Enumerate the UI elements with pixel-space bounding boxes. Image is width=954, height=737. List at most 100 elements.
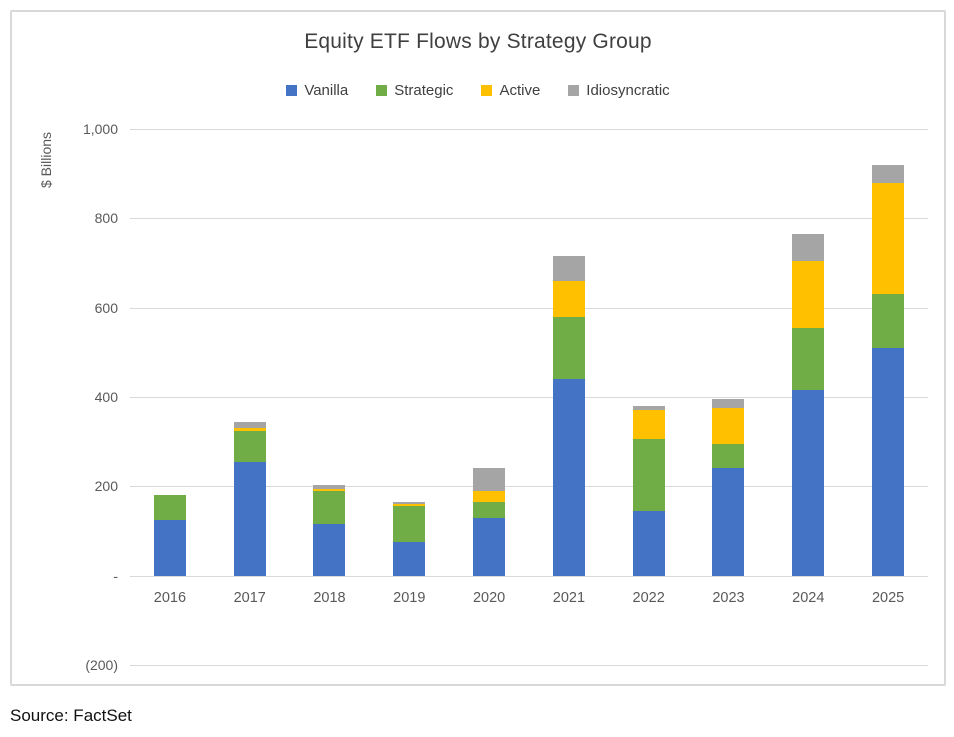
bar-slot-2020 [449, 129, 529, 576]
bar-segment-vanilla-2016 [153, 519, 186, 576]
bar-segment-strategic-2025 [872, 294, 905, 348]
bar-segment-active-2017 [233, 428, 266, 431]
bar-segment-strategic-2016 [153, 495, 186, 520]
y-tick-label: 600 [94, 299, 118, 316]
x-label-2020: 2020 [472, 589, 506, 606]
bar-stack-2021 [552, 256, 585, 576]
bar-slot-2016 [130, 129, 210, 576]
legend-item-strategic: Strategic [376, 82, 453, 99]
bar-segment-vanilla-2020 [473, 517, 506, 576]
source-note: Source: FactSet [10, 706, 132, 725]
gridline-200 [130, 486, 928, 488]
bar-segment-vanilla-2023 [712, 468, 745, 576]
bar-stack-2025 [872, 164, 905, 576]
legend-label: Strategic [394, 82, 454, 99]
legend-swatch-icon [568, 85, 580, 96]
x-label-2019: 2019 [393, 589, 426, 606]
bar-slot-2024 [768, 129, 848, 576]
legend-label: Active [499, 82, 541, 99]
bar-segment-strategic-2024 [792, 327, 825, 391]
bar-segment-idiosyncratic-2019 [393, 502, 426, 505]
bar-segment-active-2021 [552, 280, 585, 317]
bars-layer [130, 129, 928, 576]
bar-segment-vanilla-2018 [313, 524, 346, 576]
bar-segment-active-2023 [712, 408, 745, 444]
y-tick-label: 200 [94, 478, 118, 495]
chart-legend: Vanilla Strategic Active Idiosyncratic [12, 82, 944, 99]
bar-segment-vanilla-2024 [792, 390, 825, 576]
bar-slot-2017 [210, 129, 290, 576]
bar-segment-vanilla-2019 [393, 542, 426, 576]
bar-segment-strategic-2023 [712, 443, 745, 469]
legend-item-vanilla: Vanilla [286, 82, 348, 99]
bar-slot-2019 [369, 129, 449, 576]
bar-segment-active-2025 [872, 182, 905, 295]
bar-segment-vanilla-2017 [233, 461, 266, 576]
y-axis-title-text: $ Billions [38, 131, 54, 189]
bar-segment-idiosyncratic-2021 [552, 256, 585, 281]
bar-segment-idiosyncratic-2022 [632, 405, 665, 411]
bar-stack-2022 [632, 405, 665, 576]
bar-slot-2023 [689, 129, 769, 576]
bar-segment-idiosyncratic-2025 [872, 164, 905, 183]
bar-segment-strategic-2021 [552, 316, 585, 380]
x-label-2023: 2023 [712, 589, 745, 606]
bar-slot-2022 [609, 129, 689, 576]
x-label-2025: 2025 [871, 589, 905, 606]
gridline-800 [130, 218, 928, 220]
gridline-600 [130, 307, 928, 309]
bar-segment-idiosyncratic-2024 [792, 233, 825, 261]
bar-segment-idiosyncratic-2018 [313, 485, 346, 489]
y-tick-label: - [113, 567, 118, 584]
y-tick-label: (200) [85, 657, 118, 673]
gridline-400 [130, 397, 928, 398]
gridline-0 [130, 575, 928, 577]
bar-segment-active-2024 [792, 260, 825, 328]
x-label-2016: 2016 [153, 589, 187, 606]
bar-segment-strategic-2017 [233, 430, 266, 462]
x-label-2021: 2021 [552, 589, 586, 606]
bar-segment-active-2020 [473, 490, 506, 502]
bar-segment-idiosyncratic-2020 [473, 468, 506, 491]
bar-stack-2024 [792, 233, 825, 576]
x-axis-labels: 2016 2017 2018 2019 2020 2021 2022 2023 2024 2025 [130, 590, 928, 606]
bar-stack-2017 [233, 421, 266, 576]
x-label-2017: 2017 [233, 589, 266, 606]
bar-segment-active-2019 [393, 504, 426, 507]
bar-slot-2025 [848, 129, 928, 576]
gridline--200 [130, 665, 928, 666]
x-label-2022: 2022 [632, 589, 665, 606]
bar-segment-vanilla-2022 [632, 510, 665, 576]
bar-segment-vanilla-2021 [552, 379, 585, 576]
bar-stack-2020 [473, 468, 506, 576]
gridline-1000 [130, 129, 928, 130]
legend-swatch-icon [481, 85, 493, 96]
legend-label: Vanilla [304, 82, 349, 99]
bar-segment-active-2022 [632, 410, 665, 440]
plot-area: 1,000 800 600 400 200 - (200) 2016 2017 2018 2019 2… [83, 121, 928, 673]
bar-slot-2021 [529, 129, 609, 576]
legend-swatch-icon [376, 85, 388, 96]
legend-label: Idiosyncratic [586, 82, 670, 99]
bar-segment-strategic-2022 [632, 439, 665, 511]
bar-stack-2018 [313, 485, 346, 576]
chart-container: Equity ETF Flows by Strategy Group Vanil… [10, 10, 946, 686]
bar-segment-vanilla-2025 [872, 347, 905, 576]
legend-item-idiosyncratic: Idiosyncratic [568, 82, 670, 99]
bar-segment-idiosyncratic-2023 [712, 399, 745, 409]
y-tick-label: 800 [94, 210, 118, 227]
legend-swatch-icon [286, 85, 298, 96]
x-label-2018: 2018 [313, 589, 346, 606]
legend-item-active: Active [481, 82, 540, 99]
y-tick-label: 400 [94, 389, 118, 405]
bar-stack-2023 [712, 399, 745, 576]
chart-title: Equity ETF Flows by Strategy Group [304, 30, 652, 53]
bar-segment-idiosyncratic-2017 [233, 421, 266, 429]
bar-stack-2019 [393, 502, 426, 576]
bar-segment-active-2018 [313, 488, 346, 491]
bar-segment-strategic-2019 [393, 506, 426, 543]
bar-stack-2016 [153, 495, 186, 576]
bar-segment-strategic-2020 [473, 501, 506, 518]
y-tick-label: 1,000 [82, 121, 118, 137]
bar-segment-strategic-2018 [313, 490, 346, 525]
